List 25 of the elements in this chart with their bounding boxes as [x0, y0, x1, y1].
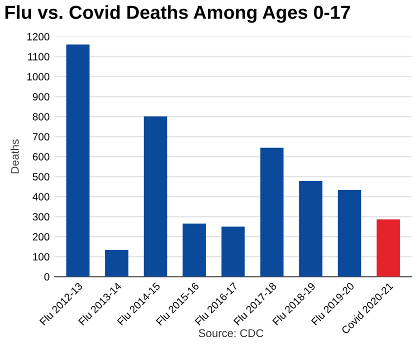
y-tick-label: 400	[32, 193, 50, 200]
y-tick-label: 800	[32, 113, 50, 120]
bar	[260, 148, 284, 277]
y-tick-label: 500	[32, 173, 50, 180]
chart-title: Flu vs. Covid Deaths Among Ages 0-17	[5, 5, 350, 23]
bar	[221, 226, 245, 277]
y-tick-label: 200	[32, 233, 50, 241]
y-axis-title: Deaths	[10, 139, 19, 174]
y-tick-label: 1200	[27, 33, 50, 40]
bar	[338, 190, 362, 277]
bar	[376, 219, 400, 277]
y-tick-label: 0	[44, 273, 50, 281]
bar	[66, 44, 90, 277]
y-tick-label: 700	[32, 133, 50, 140]
bar	[299, 181, 322, 277]
y-tick-label: 1000	[27, 73, 50, 80]
y-tick-label: 300	[32, 213, 50, 221]
y-tick-label: 1100	[28, 53, 50, 60]
y-tick-label: 600	[32, 153, 50, 160]
bar	[182, 224, 206, 277]
y-tick-label: 900	[32, 93, 50, 100]
source-note: Source: CDC	[198, 329, 264, 338]
bar	[105, 250, 128, 277]
bar	[144, 116, 168, 277]
y-tick-label: 100	[33, 253, 50, 261]
